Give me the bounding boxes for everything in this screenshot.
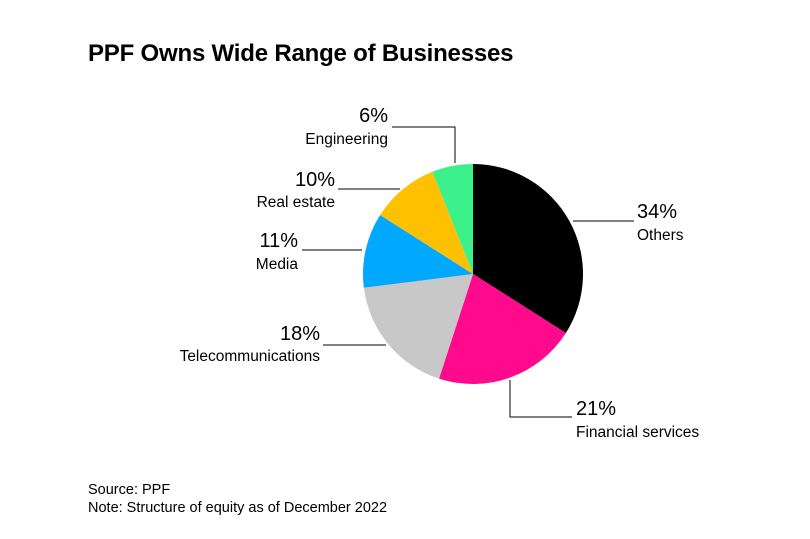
slice-label-engineering: Engineering [305,131,388,148]
slice-value-media: 11% [259,230,298,252]
leader-line-financial-services [509,380,572,418]
slice-label-real-estate: Real estate [257,194,335,211]
pie-slice-telecommunications [363,274,473,379]
slice-value-others: 34% [637,201,677,223]
slice-label-financial-services: Financial services [576,424,699,441]
slice-value-engineering: 6% [359,105,388,127]
slice-label-others: Others [637,227,684,244]
pie-slice-engineering [432,164,473,274]
slice-label-media: Media [256,256,299,273]
pie-slice-media [363,215,473,288]
pie-slice-real-estate [380,171,473,274]
slice-value-telecommunications: 18% [280,323,320,345]
leader-lines [302,126,634,418]
pie-slice-financial-services [439,274,566,385]
slice-value-financial-services: 21% [576,398,616,420]
pie-slices [363,164,584,385]
chart-footer: Source: PPF Note: Structure of equity as… [88,481,387,517]
pie-slice-others [473,164,584,333]
footnote: Note: Structure of equity as of December… [88,500,388,516]
slice-label-telecommunications: Telecommunications [180,348,321,365]
slice-value-real-estate: 10% [295,169,335,191]
leader-line-engineering [392,126,456,163]
source-note: Source: PPF [88,482,171,498]
chart-title: PPF Owns Wide Range of Businesses [88,40,514,67]
